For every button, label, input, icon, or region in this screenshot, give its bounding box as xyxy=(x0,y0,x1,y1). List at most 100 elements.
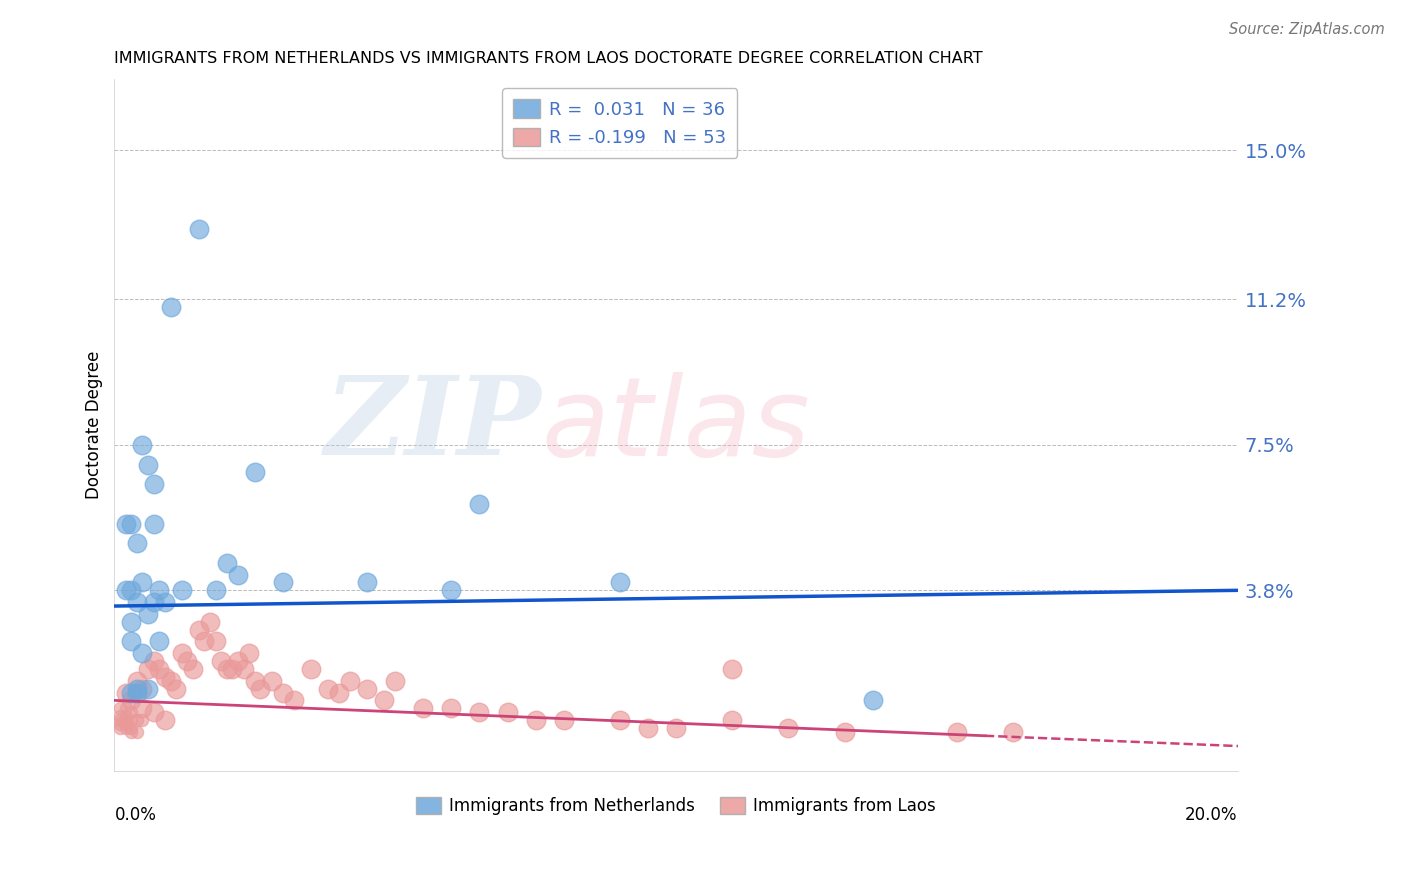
Point xyxy=(834,724,856,739)
Point xyxy=(136,458,159,472)
Point xyxy=(524,713,547,727)
Text: atlas: atlas xyxy=(541,372,810,479)
Point xyxy=(136,681,159,696)
Point xyxy=(176,654,198,668)
Y-axis label: Doctorate Degree: Doctorate Degree xyxy=(86,351,103,500)
Point xyxy=(125,685,148,699)
Point xyxy=(170,583,193,598)
Point xyxy=(181,662,204,676)
Point xyxy=(721,662,744,676)
Point xyxy=(114,709,136,723)
Point xyxy=(170,646,193,660)
Point xyxy=(148,662,170,676)
Point xyxy=(114,721,136,735)
Point xyxy=(412,701,434,715)
Point xyxy=(243,466,266,480)
Point xyxy=(159,301,181,315)
Point xyxy=(142,705,165,719)
Point xyxy=(153,670,176,684)
Point xyxy=(125,595,148,609)
Point xyxy=(114,685,136,699)
Point xyxy=(142,477,165,491)
Point xyxy=(187,221,209,235)
Point xyxy=(114,713,136,727)
Point xyxy=(125,713,148,727)
Point xyxy=(120,721,142,735)
Point xyxy=(373,693,395,707)
Point xyxy=(260,673,283,688)
Point xyxy=(862,693,884,707)
Point xyxy=(153,713,176,727)
Point xyxy=(120,615,142,629)
Point xyxy=(226,654,249,668)
Point xyxy=(153,595,176,609)
Point xyxy=(120,685,142,699)
Point xyxy=(131,713,153,727)
Point xyxy=(440,701,463,715)
Text: Source: ZipAtlas.com: Source: ZipAtlas.com xyxy=(1229,22,1385,37)
Point xyxy=(125,681,148,696)
Point xyxy=(159,673,181,688)
Point xyxy=(142,516,165,531)
Point xyxy=(553,713,575,727)
Text: ZIP: ZIP xyxy=(325,371,541,479)
Text: 0.0%: 0.0% xyxy=(114,805,156,823)
Point xyxy=(665,721,688,735)
Point xyxy=(1002,724,1025,739)
Point xyxy=(249,681,271,696)
Point xyxy=(114,516,136,531)
Point xyxy=(215,556,238,570)
Point xyxy=(114,583,136,598)
Point xyxy=(243,673,266,688)
Point xyxy=(238,646,260,660)
Point xyxy=(232,662,254,676)
Point xyxy=(468,705,491,719)
Point xyxy=(283,693,305,707)
Point xyxy=(193,634,215,648)
Point xyxy=(108,709,131,723)
Point xyxy=(299,662,322,676)
Point xyxy=(120,583,142,598)
Point xyxy=(148,634,170,648)
Point xyxy=(609,575,631,590)
Point xyxy=(165,681,187,696)
Point xyxy=(221,662,243,676)
Legend: Immigrants from Netherlands, Immigrants from Laos: Immigrants from Netherlands, Immigrants … xyxy=(409,790,943,822)
Point xyxy=(142,654,165,668)
Point xyxy=(125,536,148,550)
Point xyxy=(108,701,131,715)
Point xyxy=(356,681,378,696)
Text: 20.0%: 20.0% xyxy=(1185,805,1237,823)
Point xyxy=(125,724,148,739)
Point xyxy=(120,516,142,531)
Point xyxy=(120,724,142,739)
Point xyxy=(136,607,159,621)
Point xyxy=(131,701,153,715)
Point xyxy=(209,654,232,668)
Point xyxy=(114,701,136,715)
Point xyxy=(136,662,159,676)
Point xyxy=(108,717,131,731)
Point xyxy=(204,583,226,598)
Point xyxy=(131,646,153,660)
Point xyxy=(120,634,142,648)
Point xyxy=(131,575,153,590)
Point xyxy=(271,575,294,590)
Point xyxy=(226,567,249,582)
Point xyxy=(142,595,165,609)
Point xyxy=(316,681,339,696)
Point xyxy=(131,438,153,452)
Point xyxy=(721,713,744,727)
Point xyxy=(187,623,209,637)
Text: IMMIGRANTS FROM NETHERLANDS VS IMMIGRANTS FROM LAOS DOCTORATE DEGREE CORRELATION: IMMIGRANTS FROM NETHERLANDS VS IMMIGRANT… xyxy=(114,51,983,66)
Point xyxy=(440,583,463,598)
Point xyxy=(148,583,170,598)
Point xyxy=(198,615,221,629)
Point xyxy=(108,721,131,735)
Point xyxy=(131,681,153,696)
Point xyxy=(204,634,226,648)
Point xyxy=(125,673,148,688)
Point xyxy=(108,713,131,727)
Point xyxy=(271,685,294,699)
Point xyxy=(384,673,406,688)
